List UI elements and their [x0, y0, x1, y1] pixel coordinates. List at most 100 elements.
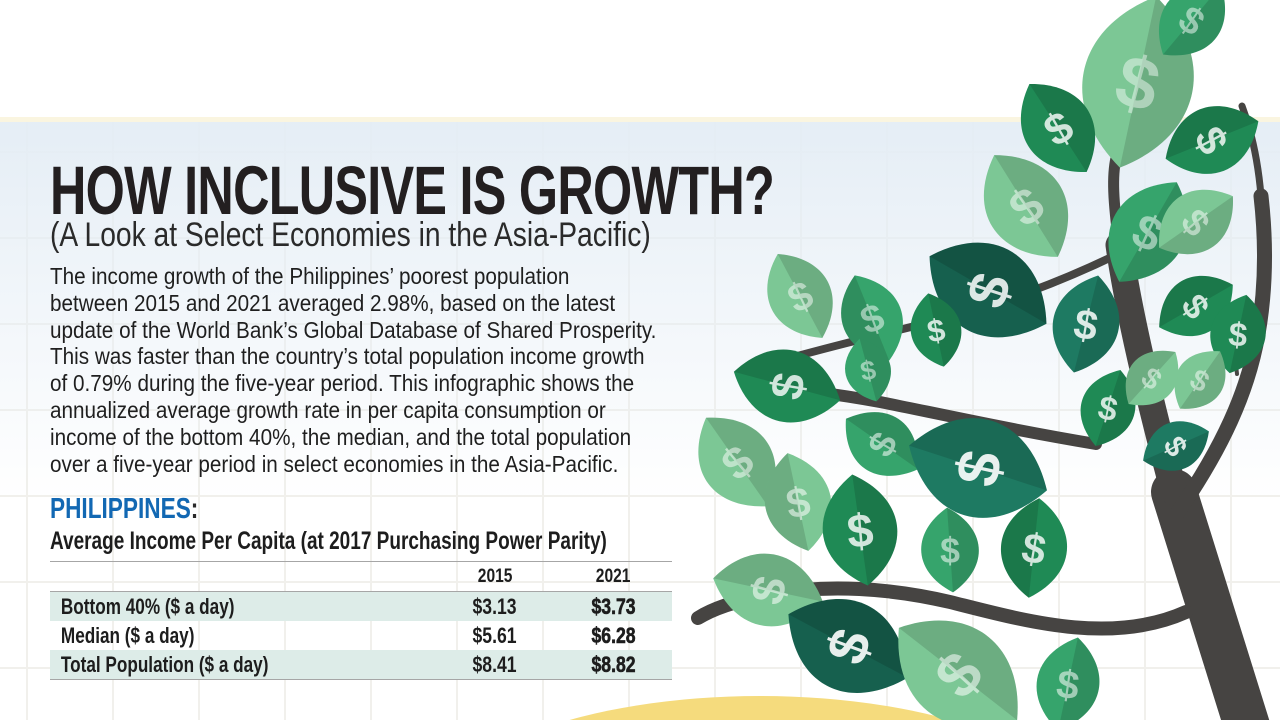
section-heading: PHILIPPINES: [50, 495, 198, 524]
leaf-fold-shade [1163, 0, 1225, 56]
leaf-fold-shade [898, 620, 1018, 720]
leaf-shape [1125, 350, 1179, 406]
dollar-leaf: $ [845, 338, 891, 402]
dollar-leaf: $ [822, 474, 898, 586]
leaf-shape [910, 293, 962, 367]
header-year-2015: 2015 [477, 565, 513, 587]
leaf-fold-shade [1159, 275, 1233, 328]
intro-line: This was faster than the country’s total… [50, 343, 645, 370]
dollar-leaf: $ [1159, 189, 1233, 255]
row-label: Total Population ($ a day) [60, 651, 269, 677]
dollar-leaf: $ [767, 254, 833, 338]
leaf-fold-shade [852, 474, 898, 586]
leaf-shape [713, 553, 823, 627]
income-table: 2015 2021 Bottom 40% ($ a day) $3.13 $3.73… [50, 561, 672, 680]
dollar-leaf: $ [788, 599, 908, 693]
intro-line: over a five-year period in select econom… [50, 450, 619, 477]
intro-line: The income growth of the Philippines’ po… [50, 263, 570, 289]
leaf-shape [1165, 106, 1259, 174]
leaf-shape [1020, 83, 1096, 173]
leaf-shape [1108, 182, 1188, 282]
intro-line: update of the World Bank’s Global Databa… [50, 316, 657, 343]
leaf-fold-shade [1143, 431, 1209, 471]
leaf-shape [1000, 498, 1068, 598]
dollar-leaf: $ [1174, 351, 1226, 409]
leaf-fold-shade [928, 293, 962, 367]
dollar-leaf: $ [929, 242, 1047, 338]
leaf-fold-shade [929, 242, 1047, 324]
value-2021: $6.28 [591, 622, 636, 648]
dollar-leaf: $ [910, 293, 962, 367]
country-label: PHILIPPINES [50, 493, 191, 525]
leaf-shape [929, 242, 1047, 338]
leaf-fold-shade [733, 349, 841, 401]
value-2015: $5.61 [472, 622, 518, 648]
dollar-leaf: $ [1210, 294, 1266, 374]
dollar-leaf: $ [1000, 498, 1068, 598]
dollar-leaf: $ [1080, 369, 1136, 447]
leaf-fold-shade [1058, 637, 1100, 720]
leaf-shape [898, 620, 1018, 720]
leaf-fold-shade [1073, 275, 1120, 373]
leaf-shape [764, 453, 832, 551]
leaf-shape [1159, 0, 1225, 56]
page-subtitle: (A Look at Select Economies in the Asia-… [50, 216, 651, 254]
leaf-fold-shade [713, 553, 823, 602]
dollar-leaf: $ [983, 155, 1069, 257]
leaf-fold-shade [994, 155, 1069, 257]
tree-branch [1151, 469, 1270, 720]
intro-line: income of the bottom 40%, the median, an… [50, 423, 632, 450]
leaf-fold-shade [1095, 369, 1136, 447]
header-year-2021: 2021 [596, 565, 631, 587]
leaf-shape [841, 275, 903, 361]
value-2021: $8.82 [591, 651, 636, 677]
leaf-fold-shade [1125, 350, 1176, 405]
dollar-sign-glyph: $ [845, 503, 876, 558]
intro-line: between 2015 and 2021 averaged 2.98%, ba… [50, 289, 616, 316]
leaf-shape [1036, 637, 1100, 720]
value-2015: $8.41 [472, 651, 518, 677]
intro-line: of 0.79% during the five-year period. Th… [50, 370, 635, 397]
value-2021: $3.73 [591, 593, 636, 619]
dollar-leaf: $ [909, 418, 1047, 518]
dollar-leaf: $ [898, 620, 1018, 720]
dollar-sign-glyph: $ [858, 354, 878, 387]
dollar-leaf: $ [1125, 350, 1179, 406]
leaf-fold-shade [1179, 351, 1226, 409]
leaf-fold-shade [841, 275, 890, 361]
dollar-sign-glyph: $ [940, 531, 960, 571]
leaf-shape [909, 418, 1047, 518]
leaf-shape [1174, 351, 1226, 409]
leaf-fold-shade [909, 418, 1047, 491]
leaf-shape [845, 412, 919, 476]
leaf-fold-shade [1029, 83, 1096, 173]
table-row: Total Population ($ a day) $8.41 $8.82 [50, 650, 672, 679]
page-title: HOW INCLUSIVE IS GROWTH? [50, 152, 775, 229]
leaf-fold-shade [1229, 294, 1266, 374]
leaf-shape [1052, 275, 1120, 373]
leaf-shape [921, 507, 979, 593]
leaf-fold-shade [947, 507, 979, 593]
dollar-leaf: $ [845, 412, 919, 476]
table-title: Average Income Per Capita (at 2017 Purch… [50, 527, 607, 555]
leaf-fold-shade [845, 412, 919, 470]
leaf-fold-shade [1159, 196, 1233, 255]
dollar-leaf: $ [1108, 182, 1188, 282]
leaf-shape [1210, 294, 1266, 374]
grass-mound [569, 696, 951, 720]
leaf-shape [698, 417, 776, 507]
leaf-shape [1143, 421, 1209, 471]
dollar-leaf: $ [713, 553, 823, 627]
dollar-leaf: $ [698, 417, 776, 507]
row-label: Median ($ a day) [60, 622, 195, 648]
leaf-shape [983, 155, 1069, 257]
leaf-shape [1159, 189, 1233, 255]
table-body: Bottom 40% ($ a day) $3.13 $3.73 Median ($ … [50, 592, 672, 679]
leaf-fold-shade [788, 599, 908, 678]
leaf-shape [788, 599, 908, 693]
table-header-row: 2015 2021 [50, 561, 672, 592]
leaf-fold-shade [706, 417, 776, 507]
table-row: Median ($ a day) $5.61 $6.28 [50, 621, 672, 650]
